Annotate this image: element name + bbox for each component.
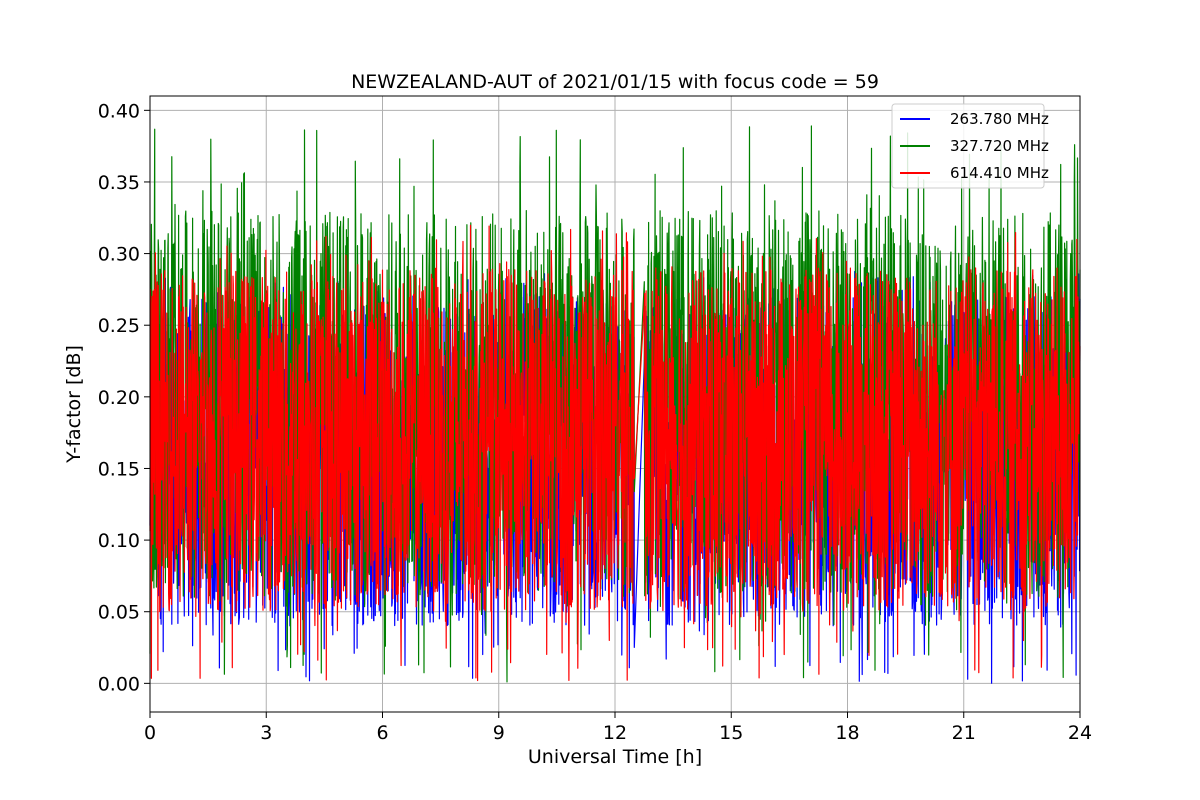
y-tick-label: 0.30: [98, 244, 140, 266]
x-tick-label: 6: [376, 722, 388, 744]
legend-label: 263.780 MHz: [950, 110, 1049, 128]
y-tick-label: 0.10: [98, 530, 140, 552]
y-tick-label: 0.15: [98, 458, 140, 480]
legend-label: 327.720 MHz: [950, 137, 1049, 155]
x-tick-label: 15: [719, 722, 743, 744]
y-tick-label: 0.00: [98, 673, 140, 695]
y-tick-label: 0.35: [98, 172, 140, 194]
x-tick-label: 0: [144, 722, 156, 744]
series-layer: [149, 125, 1081, 684]
x-tick-label: 9: [493, 722, 505, 744]
x-tick-label: 24: [1068, 722, 1092, 744]
y-tick-label: 0.20: [98, 387, 140, 409]
axis-ticks: 0 3 6 9 12 15 18 21 24 0.00 0.05 0.10 0.15 0.20 0.25 0.…: [98, 100, 1092, 744]
x-tick-label: 3: [260, 722, 272, 744]
y-tick-label: 0.05: [98, 602, 140, 624]
x-tick-label: 18: [835, 722, 859, 744]
legend-box: [891, 103, 1045, 189]
x-tick-label: 21: [952, 722, 976, 744]
x-axis-title: Universal Time [h]: [528, 746, 702, 768]
x-tick-label: 12: [603, 722, 627, 744]
series-line-3: [149, 224, 1081, 682]
legend-label: 614.410 MHz: [950, 164, 1049, 182]
y-tick-label: 0.25: [98, 315, 140, 337]
y-tick-label: 0.40: [98, 100, 140, 122]
legend: 263.780 MHz 327.720 MHz 614.410 MHz: [891, 103, 1049, 189]
y-axis-title: Y-factor [dB]: [63, 345, 85, 464]
chart-title: NEWZEALAND-AUT of 2021/01/15 with focus …: [351, 71, 879, 93]
